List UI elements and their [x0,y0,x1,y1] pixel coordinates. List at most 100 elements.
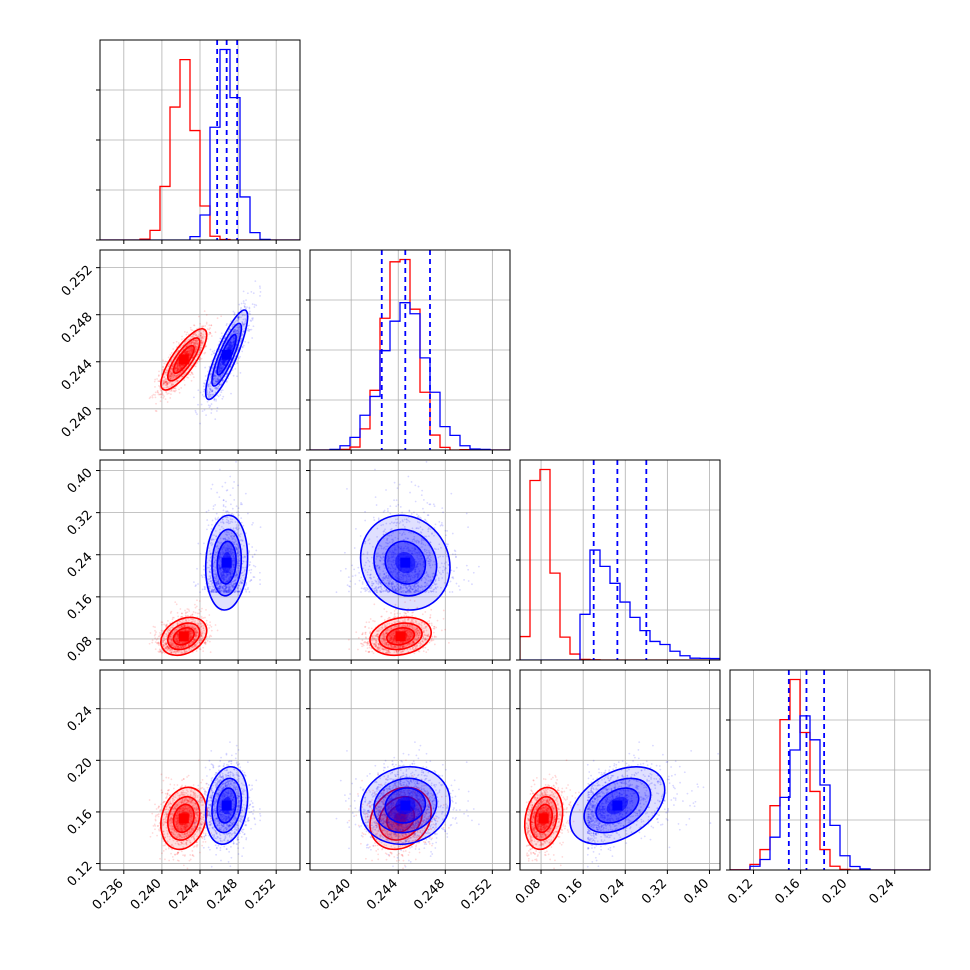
scatter-point-blue [218,369,221,372]
scatter-point-red [186,629,188,632]
scatter-point-red [184,619,187,621]
scatter-point-blue [219,445,221,447]
scatter-point-blue [238,330,241,333]
scatter-point-blue [235,330,238,333]
scatter-point-red [174,652,177,655]
scatter-point-red [177,633,179,636]
scatter-point-blue [219,376,222,379]
scatter-point-blue [249,319,252,322]
scatter-point-red [196,345,198,348]
scatter-point-red [159,635,162,637]
scatter-point-red [172,616,175,619]
scatter-point-red [200,628,203,631]
scatter-point-blue [232,336,235,339]
scatter-point-blue [214,391,217,394]
scatter-point-red [205,622,208,625]
scatter-point-red [165,382,168,385]
scatter-point-red [167,365,170,368]
scatter-point-blue [215,380,218,383]
scatter-point-red [206,639,209,642]
scatter-point-blue [215,378,217,381]
scatter-point-red [169,635,172,638]
scatter-point-red [176,366,179,369]
scatter-point-red [154,409,157,412]
scatter-point-red [174,387,177,390]
scatter-point-blue [240,302,243,305]
scatter-point-blue [242,325,245,327]
scatter-point-red [165,380,168,383]
scatter-point-blue [212,365,215,368]
scatter-point-blue [220,367,222,370]
scatter-point-red [193,339,195,342]
scatter-point-red [194,630,197,632]
scatter-point-red [163,387,165,389]
scatter-point-blue [209,376,212,379]
scatter-point-red [199,334,202,337]
scatter-point-blue [243,323,246,326]
scatter-point-red [200,341,203,344]
scatter-point-red [195,643,198,645]
scatter-point-red [165,643,168,645]
scatter-point-red [164,647,167,650]
scatter-point-blue [232,340,235,343]
scatter-point-red [202,325,205,328]
scatter-point-red [176,634,179,637]
scatter-point-blue [234,329,237,331]
scatter-point-blue [217,371,220,373]
scatter-point-red [178,641,180,644]
scatter-point-blue [252,576,255,578]
scatter-point-blue [227,453,229,455]
scatter-point-red [169,635,172,638]
scatter-point-blue [246,306,248,309]
scatter-point-red [184,625,186,628]
scatter-point-red [208,324,211,327]
scatter-point-blue [248,328,250,331]
scatter-point-red [200,357,203,360]
scatter-point-red [191,613,194,616]
scatter-point-red [201,336,204,338]
scatter-point-red [180,652,183,654]
scatter-point-blue [235,332,237,335]
scatter-point-blue [210,523,213,526]
scatter-point-red [210,335,213,337]
scatter-point-blue [235,332,238,335]
scatter-point-blue [216,380,219,383]
scatter-point-red [166,369,169,372]
scatter-point-blue [215,366,217,369]
scatter-point-red [200,632,203,635]
scatter-point-blue [224,364,226,367]
scatter-point-blue [207,395,210,398]
scatter-point-red [148,397,151,400]
scatter-point-red [195,339,198,342]
scatter-point-red [191,372,194,375]
scatter-point-red [176,633,178,636]
hist-red-1 [310,258,510,450]
scatter-point-blue [215,388,218,391]
scatter-point-blue [219,363,222,366]
scatter-point-red [183,651,186,654]
scatter-point-red [181,612,183,615]
scatter-point-red [157,635,160,638]
scatter-point-red [171,377,174,379]
scatter-point-red [169,374,172,377]
scatter-point-red [200,339,203,342]
scatter-point-red [175,638,177,641]
scatter-point-blue [233,311,236,314]
scatter-point-red [162,394,164,396]
scatter-point-blue [249,313,252,315]
scatter-point-red [167,645,170,648]
scatter-point-blue [218,370,221,373]
scatter-point-red [170,638,173,640]
scatter-point-red [201,624,203,627]
scatter-point-blue [237,507,240,510]
scatter-point-red [198,600,201,602]
scatter-point-blue [259,287,261,289]
scatter-point-red [194,350,196,353]
scatter-point-blue [236,339,239,342]
scatter-point-blue [219,370,222,372]
scatter-point-blue [210,408,213,411]
scatter-point-red [199,346,202,349]
scatter-point-red [201,342,204,345]
scatter-point-red [167,647,170,649]
scatter-point-red [203,310,206,313]
